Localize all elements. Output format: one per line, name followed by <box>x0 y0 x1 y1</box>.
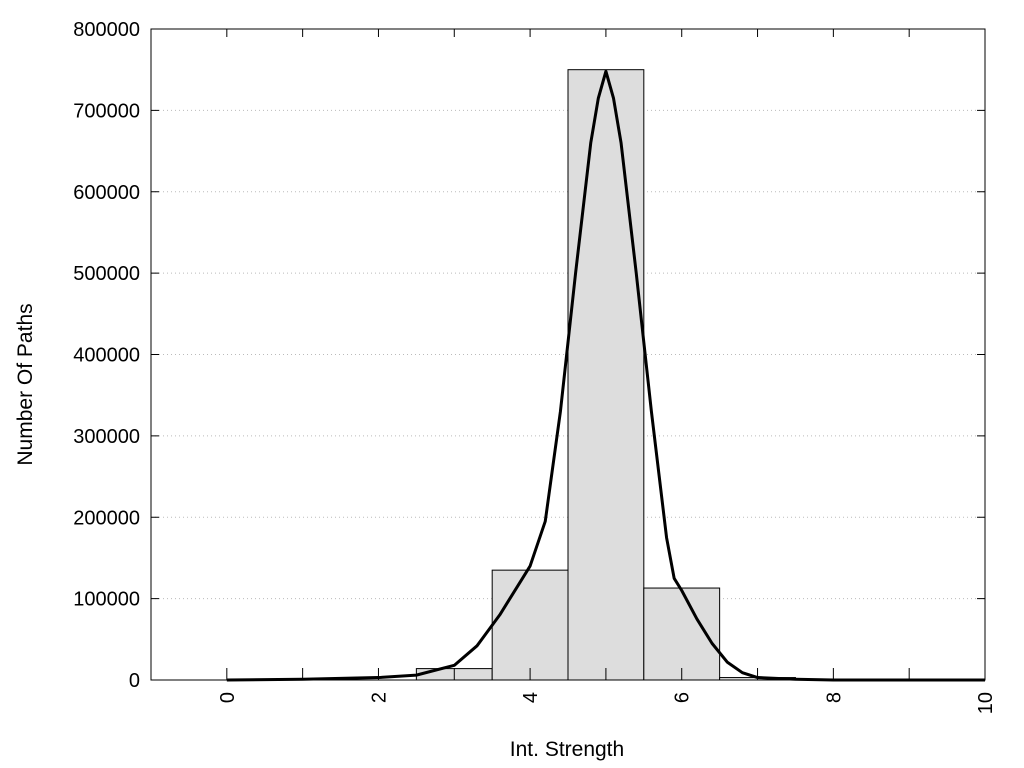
x-axis-title: Int. Strength <box>510 738 624 761</box>
fit-curve-line <box>226 69 985 682</box>
y-tick-label-1: 100000 <box>73 589 140 611</box>
bar-2 <box>567 69 645 681</box>
fit-curve-layer <box>226 69 985 682</box>
bar-3 <box>643 587 721 681</box>
y-tick-labels: 0 100000 200000 300000 400000 500000 600000 700… <box>73 19 140 692</box>
bar-1 <box>491 569 569 681</box>
x-tick-label-4: 8 <box>823 692 845 703</box>
y-tick-label-2: 200000 <box>73 507 140 529</box>
y-tick-label-7: 700000 <box>73 100 140 122</box>
histogram-bars <box>415 69 796 681</box>
axis-ticks <box>151 28 986 681</box>
x-tick-label-1: 2 <box>368 692 390 703</box>
x-tick-labels: 0 2 4 6 8 10 <box>217 692 997 714</box>
x-tick-label-3: 6 <box>672 692 694 703</box>
x-tick-label-5: 10 <box>975 692 997 714</box>
y-tick-label-8: 800000 <box>73 19 140 41</box>
y-tick-label-4: 400000 <box>73 345 140 367</box>
y-tick-label-0: 0 <box>129 670 140 692</box>
y-axis-title: Number Of Paths <box>14 303 37 465</box>
x-tick-label-2: 4 <box>520 692 542 703</box>
y-tick-label-3: 300000 <box>73 426 140 448</box>
y-tick-label-6: 600000 <box>73 182 140 204</box>
y-tick-label-5: 500000 <box>73 263 140 285</box>
x-tick-label-0: 0 <box>217 692 239 703</box>
